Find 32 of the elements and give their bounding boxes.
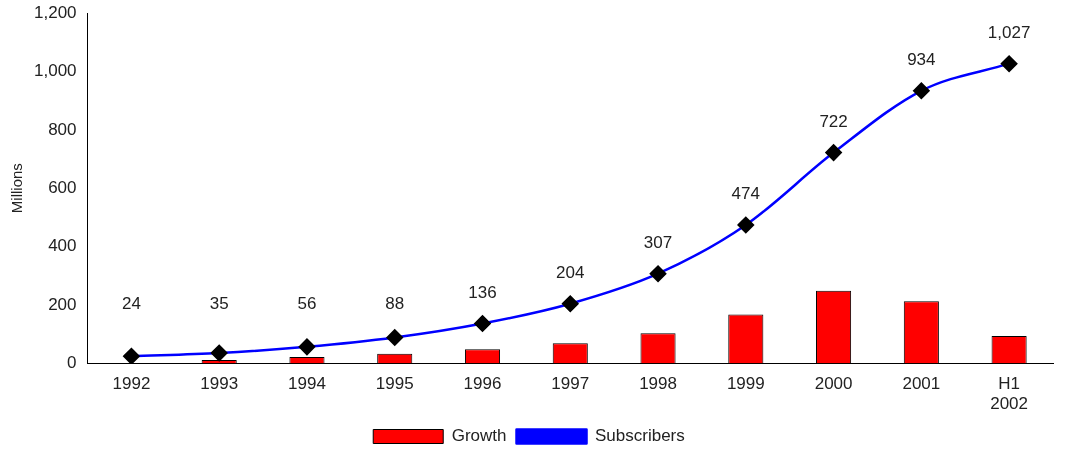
x-tick-label: 1998 [639, 374, 677, 394]
x-tick-label: 2000 [814, 374, 853, 394]
y-tick-label: 400 [48, 236, 77, 256]
x-tick-label: 1992 [112, 374, 151, 394]
x-tick-label: 2001 [902, 374, 941, 394]
data-label: 136 [468, 282, 497, 302]
legend-label: Subscribers [595, 426, 685, 446]
x-tick-label: 1995 [375, 374, 414, 394]
x-tick-label: 1993 [200, 374, 239, 394]
legend-label: Growth [451, 426, 507, 446]
y-tick-label: 1,200 [33, 2, 77, 22]
data-label: 56 [297, 294, 317, 314]
data-label: 307 [643, 232, 673, 252]
data-label: 204 [556, 262, 585, 282]
data-label: 35 [209, 294, 229, 314]
y-tick-label: 600 [48, 177, 77, 197]
y-tick-label: 1,000 [33, 61, 77, 81]
data-label: 24 [121, 294, 141, 314]
x-tick-label: 1996 [463, 374, 502, 394]
data-label: 934 [907, 49, 936, 69]
y-tick-label: 0 [67, 352, 77, 372]
x-tick-label: H1 2002 [990, 374, 1029, 414]
x-tick-label: 1997 [551, 374, 590, 394]
data-label: 474 [731, 184, 760, 204]
y-axis-title: Millions [8, 163, 26, 214]
x-tick-label: 1994 [288, 374, 326, 394]
y-tick-label: 800 [48, 119, 77, 139]
y-tick-label: 200 [48, 294, 77, 314]
x-tick-label: 1999 [726, 374, 765, 394]
data-label: 88 [385, 294, 405, 314]
data-label: 1,027 [987, 22, 1031, 42]
data-label: 722 [819, 111, 848, 131]
